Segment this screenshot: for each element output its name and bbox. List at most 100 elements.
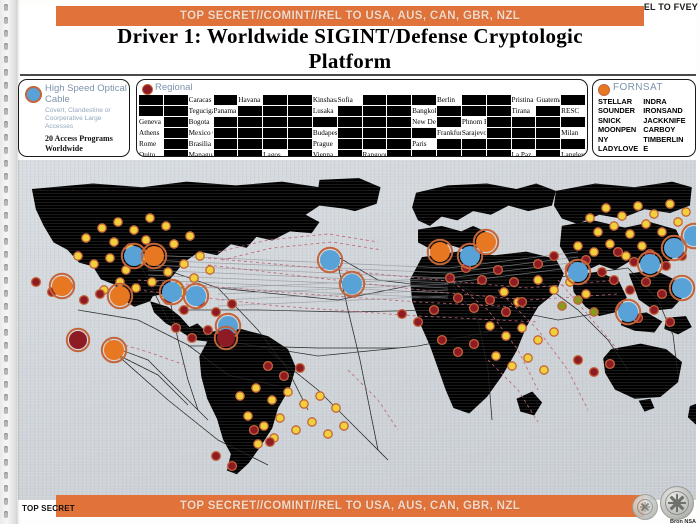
css-seal-icon bbox=[660, 486, 694, 520]
regional-redaction bbox=[288, 95, 312, 105]
access-marker-dot bbox=[299, 399, 309, 409]
binding-hole bbox=[4, 186, 8, 193]
regional-site-name: Budapest bbox=[312, 129, 337, 137]
regional-redaction bbox=[536, 139, 561, 149]
regional-redaction bbox=[437, 150, 461, 156]
access-marker-dot bbox=[170, 322, 182, 334]
hsoc-footer: 20 Access Programs Worldwide bbox=[45, 134, 113, 153]
access-marker-dot bbox=[589, 247, 599, 257]
access-marker-dot bbox=[131, 283, 141, 293]
large-cable-access-marker bbox=[568, 262, 588, 282]
bottom-classification-banner: TOP SECRET//COMINT//REL TO USA, AUS, CAN… bbox=[56, 495, 644, 517]
regional-redaction bbox=[163, 128, 188, 138]
regional-redaction bbox=[263, 117, 287, 127]
access-marker-dot bbox=[73, 251, 83, 261]
access-marker-dot bbox=[609, 221, 619, 231]
regional-site-name: Tegucigalpa bbox=[188, 107, 213, 115]
access-marker-dot bbox=[147, 277, 157, 287]
binding-hole bbox=[4, 511, 8, 518]
regional-redaction bbox=[238, 139, 263, 149]
access-marker-dot bbox=[625, 229, 635, 239]
regional-redaction bbox=[561, 117, 585, 127]
access-dot-layer bbox=[30, 199, 696, 472]
regional-redaction bbox=[486, 128, 511, 138]
access-marker-ring bbox=[48, 272, 76, 300]
regional-redaction bbox=[163, 117, 188, 127]
access-marker-dot bbox=[539, 365, 549, 375]
access-marker-dot bbox=[163, 267, 173, 277]
large-cable-access-marker bbox=[124, 246, 144, 266]
regional-site-name: Prague bbox=[312, 140, 333, 148]
access-marker-dot bbox=[89, 259, 99, 269]
world-map: Classes of Accesses 3rd PARTY/LIAISON30 … bbox=[18, 160, 696, 500]
regional-site-name: Sarajevo bbox=[461, 129, 486, 137]
access-marker-dot bbox=[253, 439, 263, 449]
access-marker-ring bbox=[426, 238, 454, 266]
regional-site-name: Havana bbox=[238, 96, 261, 104]
access-marker-dot bbox=[267, 395, 277, 405]
access-marker-dot bbox=[499, 287, 509, 297]
binding-hole bbox=[4, 225, 8, 232]
access-marker-dot bbox=[169, 239, 179, 249]
binding-hole bbox=[4, 251, 8, 258]
access-marker-dot bbox=[549, 327, 559, 337]
regional-redaction bbox=[511, 117, 536, 127]
fornsat-program-name: NY bbox=[598, 134, 609, 144]
access-marker-dot bbox=[491, 351, 501, 361]
regional-site-name: Mexico City bbox=[188, 129, 213, 137]
binding-hole bbox=[4, 43, 8, 50]
access-marker-dot bbox=[396, 308, 408, 320]
access-marker-ring bbox=[182, 282, 210, 310]
regional-redaction bbox=[511, 128, 536, 138]
regional-redaction bbox=[163, 139, 188, 149]
access-marker-dot bbox=[226, 460, 238, 472]
access-marker-ring bbox=[213, 325, 239, 351]
binding-hole bbox=[4, 82, 8, 89]
binding-hole bbox=[4, 407, 8, 414]
regional-redaction bbox=[461, 95, 486, 105]
regional-redaction bbox=[213, 128, 238, 138]
access-marker-dot bbox=[186, 332, 198, 344]
fornsat-access-marker bbox=[104, 340, 124, 360]
regional-site-name: Geneva bbox=[139, 118, 161, 126]
access-marker-dot bbox=[516, 296, 528, 308]
fornsat-program-name: SOUNDER bbox=[598, 106, 635, 116]
access-marker-dot bbox=[278, 370, 290, 382]
access-marker-dot bbox=[664, 316, 676, 328]
fornsat-program-name: LADYLOVE bbox=[598, 144, 639, 154]
regional-redaction bbox=[437, 117, 461, 127]
regional-redaction bbox=[238, 128, 263, 138]
regional-heading: Regional bbox=[155, 82, 193, 93]
notebook-binding bbox=[0, 0, 16, 524]
regional-redaction bbox=[387, 106, 412, 116]
binding-hole bbox=[4, 355, 8, 362]
regional-redaction bbox=[362, 117, 387, 127]
access-marker-dot bbox=[601, 203, 611, 213]
regional-site-name: La Paz bbox=[511, 151, 532, 157]
access-marker-ring bbox=[65, 327, 91, 353]
access-marker-dot bbox=[264, 436, 276, 448]
fornsat-program-name: MOONPEN bbox=[598, 125, 637, 135]
access-marker-dot bbox=[307, 417, 317, 427]
binding-hole bbox=[4, 290, 8, 297]
access-marker-dot bbox=[81, 233, 91, 243]
regional-site-name: Paris bbox=[412, 140, 427, 148]
binding-hole bbox=[4, 108, 8, 115]
binding-hole bbox=[4, 329, 8, 336]
access-marker-dot bbox=[210, 306, 222, 318]
regional-redaction bbox=[362, 139, 387, 149]
regional-access-marker bbox=[69, 331, 87, 349]
access-marker-dot bbox=[532, 258, 544, 270]
binding-hole bbox=[4, 446, 8, 453]
regional-redaction bbox=[387, 95, 412, 105]
regional-redaction bbox=[536, 106, 561, 116]
regional-redaction bbox=[163, 106, 188, 116]
large-cable-marker-icon bbox=[25, 86, 42, 103]
access-marker-ring bbox=[316, 246, 344, 274]
fornsat-program-name: INDRA bbox=[643, 97, 667, 106]
regional-redaction bbox=[362, 128, 387, 138]
access-marker-ring bbox=[660, 234, 688, 262]
binding-hole bbox=[4, 30, 8, 37]
access-marker-dot bbox=[596, 266, 608, 278]
regional-redaction bbox=[536, 128, 561, 138]
